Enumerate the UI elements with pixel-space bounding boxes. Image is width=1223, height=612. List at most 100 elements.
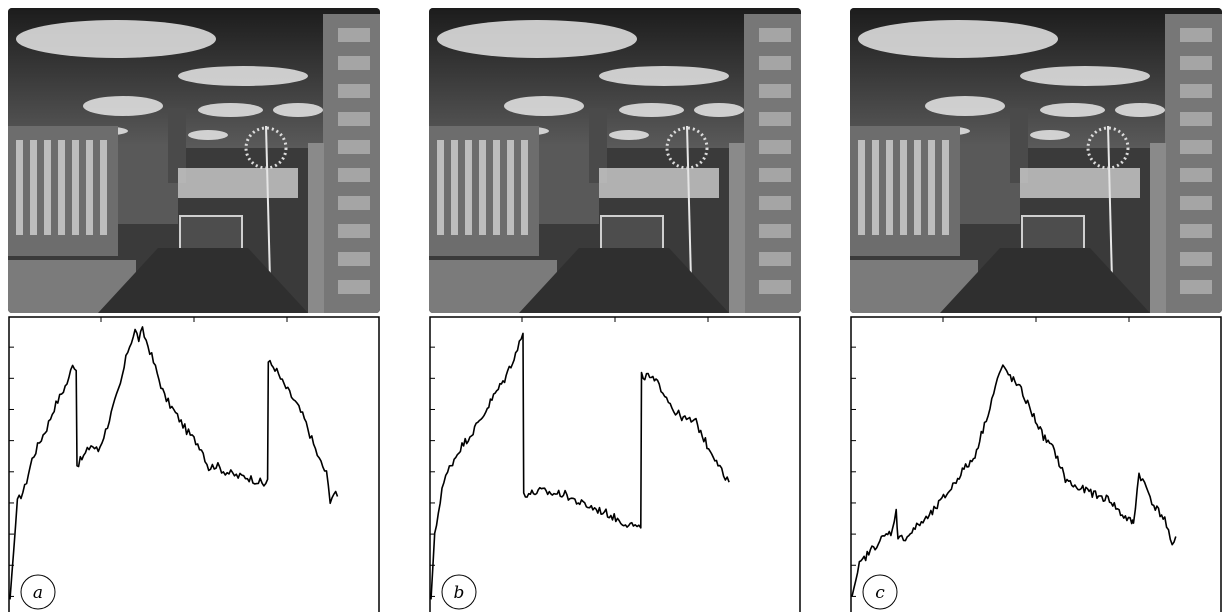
tree-crown: [665, 126, 709, 170]
tree-trunk: [1107, 125, 1113, 281]
window-column: [16, 140, 23, 235]
photo-svg: [429, 8, 801, 313]
tree-crown: [244, 126, 288, 170]
right-window: [338, 140, 370, 154]
plot-frame: [8, 316, 380, 612]
distant-building: [178, 168, 298, 198]
cloud: [925, 96, 1005, 116]
right-window: [1180, 84, 1212, 98]
right-window: [759, 140, 791, 154]
right-window: [759, 28, 791, 42]
window-column: [886, 140, 893, 235]
tower: [589, 108, 607, 183]
right-facade: [308, 143, 324, 313]
panel-b: b: [421, 0, 801, 612]
tree-crown: [1086, 126, 1130, 170]
street: [940, 248, 1150, 313]
window-column: [858, 140, 865, 235]
cloud: [599, 66, 729, 86]
series-line: [9, 326, 339, 600]
right-window: [1180, 252, 1212, 266]
window-column: [86, 140, 93, 235]
tower: [168, 108, 186, 183]
plot-svg: b: [429, 316, 801, 612]
intensity-plot-c: c: [850, 316, 1222, 612]
cloud: [198, 103, 263, 117]
panel-label: b: [454, 583, 465, 603]
cloud: [609, 130, 649, 140]
window-column: [872, 140, 879, 235]
cloud: [83, 96, 163, 116]
cloud: [619, 103, 684, 117]
cloud: [273, 103, 323, 117]
window-column: [942, 140, 949, 235]
intensity-plot-b: b: [429, 316, 801, 612]
cloud: [1020, 66, 1150, 86]
panel-c: c: [842, 0, 1222, 612]
right-window: [759, 56, 791, 70]
right-window: [1180, 280, 1212, 294]
street-photo-c: [850, 8, 1222, 313]
cloud: [858, 20, 1058, 58]
tower: [1010, 108, 1028, 183]
distant-building: [599, 168, 719, 198]
cloud: [1115, 103, 1165, 117]
right-window: [338, 112, 370, 126]
window-column: [479, 140, 486, 235]
window-column: [914, 140, 921, 235]
street: [98, 248, 308, 313]
street-photo-b: [429, 8, 801, 313]
cloud: [16, 20, 216, 58]
window-column: [72, 140, 79, 235]
panel-label-circle: [441, 574, 477, 610]
tree-trunk: [686, 125, 692, 281]
right-window: [338, 224, 370, 238]
right-window: [1180, 28, 1212, 42]
right-facade: [1150, 143, 1166, 313]
panel-label: c: [875, 583, 885, 603]
window-column: [100, 140, 107, 235]
right-window: [338, 280, 370, 294]
window-column: [451, 140, 458, 235]
right-window: [1180, 56, 1212, 70]
cloud: [1030, 130, 1070, 140]
photo-svg: [850, 8, 1222, 313]
right-window: [338, 28, 370, 42]
panel-a: a: [0, 0, 380, 612]
window-column: [58, 140, 65, 235]
cloud: [437, 20, 637, 58]
cloud: [694, 103, 744, 117]
window-column: [900, 140, 907, 235]
cloud: [178, 66, 308, 86]
series-line: [851, 364, 1177, 597]
cloud: [504, 96, 584, 116]
right-window: [338, 84, 370, 98]
tree-trunk: [265, 125, 271, 281]
right-window: [759, 224, 791, 238]
right-window: [759, 196, 791, 210]
window-column: [44, 140, 51, 235]
right-window: [1180, 168, 1212, 182]
cloud: [1040, 103, 1105, 117]
right-window: [759, 112, 791, 126]
window-column: [437, 140, 444, 235]
right-window: [1180, 140, 1212, 154]
panel-label-circle: [20, 574, 56, 610]
right-window: [1180, 196, 1212, 210]
window-column: [465, 140, 472, 235]
right-window: [759, 168, 791, 182]
street: [519, 248, 729, 313]
window-column: [928, 140, 935, 235]
window-column: [493, 140, 500, 235]
cloud: [188, 130, 228, 140]
right-window: [759, 252, 791, 266]
window-column: [521, 140, 528, 235]
plot-svg: a: [8, 316, 380, 612]
plot-frame: [429, 316, 801, 612]
right-window: [338, 252, 370, 266]
right-window: [759, 280, 791, 294]
plot-svg: c: [850, 316, 1222, 612]
plot-frame: [850, 316, 1222, 612]
right-window: [1180, 224, 1212, 238]
right-window: [338, 56, 370, 70]
